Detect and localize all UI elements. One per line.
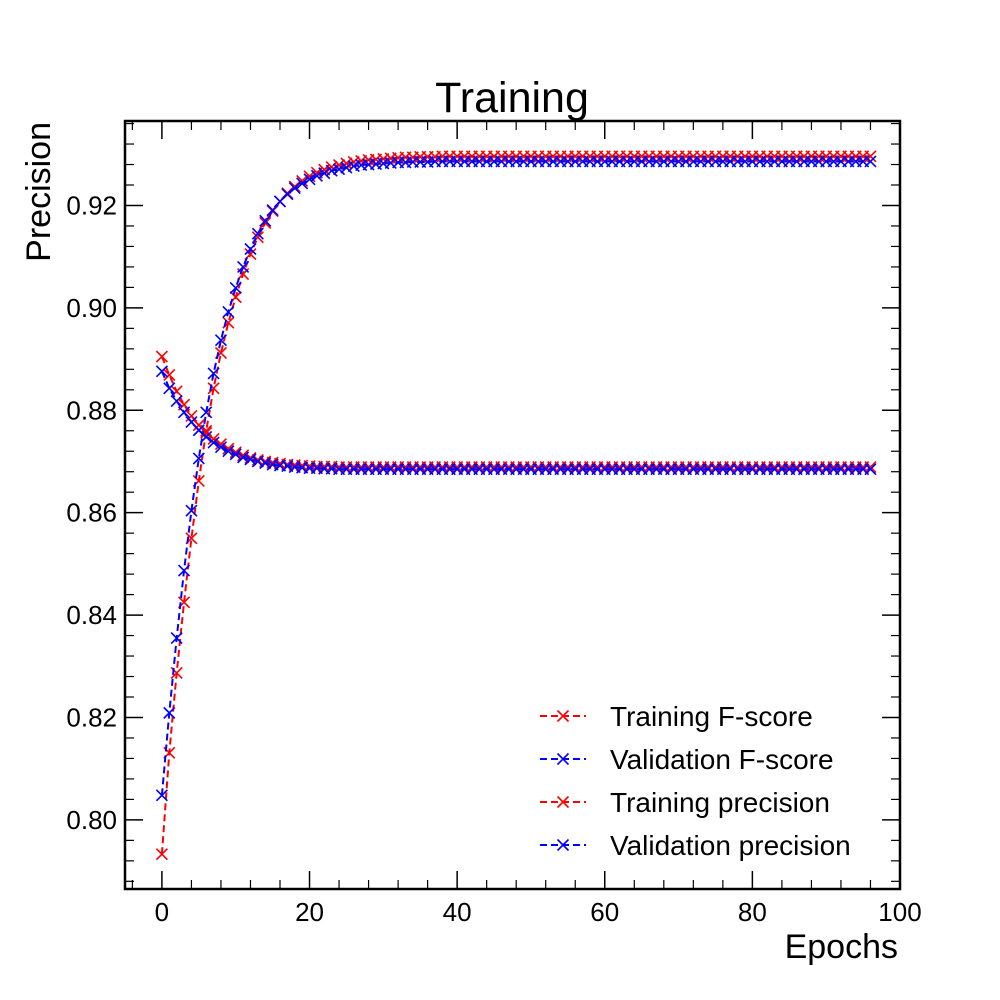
data-point-marker xyxy=(185,409,198,422)
data-point-marker xyxy=(155,789,168,802)
legend-label: Validation precision xyxy=(610,830,851,861)
x-axis-label: Epochs xyxy=(785,928,898,966)
series-line xyxy=(160,370,871,471)
data-point-marker xyxy=(864,461,877,474)
data-point-marker xyxy=(229,281,242,294)
data-point-marker xyxy=(185,504,198,517)
legend-label: Training F-score xyxy=(610,701,813,732)
data-point-marker xyxy=(207,382,220,395)
y-tick-label: 0.86 xyxy=(66,498,117,528)
data-point-marker xyxy=(170,632,183,645)
data-point-marker xyxy=(163,382,176,395)
y-tick-label: 0.92 xyxy=(66,190,117,220)
data-point-marker xyxy=(237,260,250,273)
series-training-f-score xyxy=(155,150,877,861)
legend: Training F-score Validation F-score Traini… xyxy=(540,701,851,861)
data-point-marker xyxy=(288,182,301,195)
data-point-marker xyxy=(340,157,353,170)
legend-item: Validation precision xyxy=(540,830,851,861)
x-tick-label: 60 xyxy=(590,897,619,927)
data-point-marker xyxy=(163,368,176,382)
x-tick-label: 40 xyxy=(443,897,472,927)
data-point-marker xyxy=(155,365,168,378)
data-point-marker xyxy=(200,406,213,419)
x-tick-label: 20 xyxy=(295,897,324,927)
y-tick-label: 0.88 xyxy=(66,395,117,425)
data-point-marker xyxy=(177,564,191,577)
data-point-marker xyxy=(244,453,257,466)
data-point-marker xyxy=(864,150,877,163)
data-point-marker xyxy=(281,188,294,201)
data-point-marker xyxy=(325,164,338,177)
axis-ticks: 0 20 40 60 80 100 0.80 0.82 0.84 0.86 0.88 0.90 0.92 xyxy=(66,121,922,927)
x-tick-label: 0 xyxy=(155,897,169,927)
data-point-marker xyxy=(163,706,176,719)
y-tick-label: 0.84 xyxy=(66,600,117,630)
data-point-marker xyxy=(229,448,242,461)
data-point-marker xyxy=(303,173,316,186)
data-point-marker xyxy=(251,227,264,240)
data-point-marker xyxy=(259,456,272,470)
legend-label: Training precision xyxy=(610,787,830,818)
legend-marker xyxy=(556,709,570,723)
data-point-marker xyxy=(200,430,213,443)
data-point-marker xyxy=(340,161,353,174)
data-point-marker xyxy=(864,155,877,168)
data-point-marker xyxy=(237,451,250,464)
data-point-marker xyxy=(207,367,220,380)
y-tick-label: 0.90 xyxy=(66,293,117,323)
data-point-marker xyxy=(244,242,257,256)
data-point-marker xyxy=(214,334,228,347)
data-point-marker xyxy=(332,163,346,176)
plot-frame xyxy=(123,119,902,891)
data-point-marker xyxy=(318,167,331,180)
data-point-marker xyxy=(155,350,168,363)
data-point-marker xyxy=(259,214,272,227)
chart-title: Training xyxy=(435,74,589,122)
data-point-marker xyxy=(864,463,877,476)
data-point-marker xyxy=(170,394,183,408)
legend-marker xyxy=(556,752,570,766)
y-tick-label: 0.82 xyxy=(66,702,117,732)
data-point-marker xyxy=(310,169,323,182)
data-point-marker xyxy=(207,436,220,449)
data-point-marker xyxy=(222,445,235,458)
data-point-marker xyxy=(155,848,168,861)
legend-label: Validation F-score xyxy=(610,744,834,775)
legend-marker xyxy=(556,795,570,809)
data-point-marker xyxy=(251,455,264,468)
data-point-marker xyxy=(214,441,228,454)
legend-item: Training F-score xyxy=(540,701,813,732)
data-point-marker xyxy=(266,204,279,217)
legend-item: Training precision xyxy=(540,787,830,818)
data-point-marker xyxy=(200,426,213,439)
data-point-marker xyxy=(192,452,205,465)
series-layer xyxy=(155,150,877,861)
x-tick-label: 80 xyxy=(738,897,767,927)
x-tick-label: 100 xyxy=(878,897,921,927)
series-line xyxy=(160,356,871,469)
data-point-marker xyxy=(177,406,191,419)
series-validation-precision xyxy=(155,365,877,476)
series-validation-f-score xyxy=(155,155,877,802)
y-axis-label: Precision xyxy=(20,122,58,262)
data-point-marker xyxy=(259,216,272,229)
legend-item: Validation F-score xyxy=(540,744,834,775)
data-point-marker xyxy=(222,305,235,319)
series-training-precision xyxy=(155,350,877,474)
y-tick-label: 0.80 xyxy=(66,805,117,835)
data-point-marker xyxy=(296,177,309,190)
legend-marker xyxy=(556,838,570,852)
